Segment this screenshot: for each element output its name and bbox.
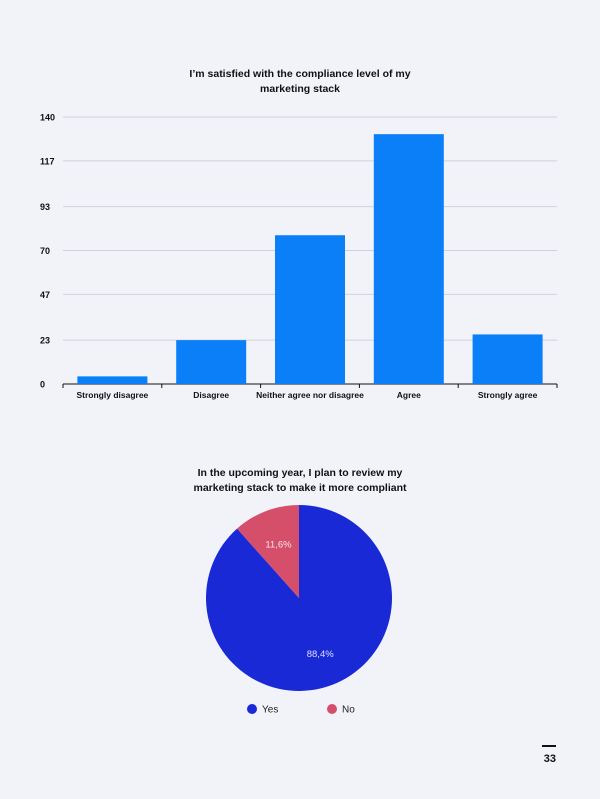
pie-slice-no (237, 505, 299, 598)
bar-chart-title: I’m satisfied with the compliance level … (0, 67, 600, 97)
bar-chart-title-line-2: marketing stack (260, 83, 340, 95)
y-tick-label: 0 (40, 380, 45, 390)
x-tick-label: Strongly disagree (76, 390, 148, 400)
y-tick-label: 47 (40, 290, 50, 300)
legend-swatch (327, 704, 337, 714)
bar (275, 235, 345, 384)
x-tick-label: Disagree (193, 390, 229, 400)
y-tick-label: 93 (40, 202, 50, 212)
y-tick-label: 23 (40, 336, 50, 346)
legend-swatch (247, 704, 257, 714)
x-tick-label: Agree (397, 390, 421, 400)
pie-slice-label: 11,6% (265, 540, 292, 551)
pie-chart-title: In the upcoming year, I plan to review m… (0, 466, 600, 496)
bar-chart-title-line-1: I’m satisfied with the compliance level … (189, 68, 411, 80)
x-tick-label: Neither agree nor disagree (256, 390, 364, 400)
x-tick-label: Strongly agree (478, 390, 538, 400)
page-number: 33 (543, 753, 556, 765)
pie-slice-label: 88,4% (307, 649, 334, 660)
legend-label: No (342, 705, 355, 716)
legend-label: Yes (262, 705, 278, 716)
y-tick-label: 140 (40, 113, 55, 123)
bar (472, 334, 543, 384)
bar (176, 340, 247, 384)
bar-chart: 0 23 47 70 93 117 140 Strongly disagree Disagree… (40, 113, 558, 400)
y-tick-label: 70 (40, 246, 50, 256)
pie-chart-title-line-1: In the upcoming year, I plan to review m… (197, 467, 403, 479)
page-number-rule (542, 745, 556, 747)
pie-slice-yes (206, 505, 393, 691)
bar (77, 376, 148, 384)
pie-chart-title-line-2: marketing stack to make it more complian… (193, 482, 407, 494)
y-tick-label: 117 (40, 156, 55, 166)
bar (373, 134, 444, 384)
